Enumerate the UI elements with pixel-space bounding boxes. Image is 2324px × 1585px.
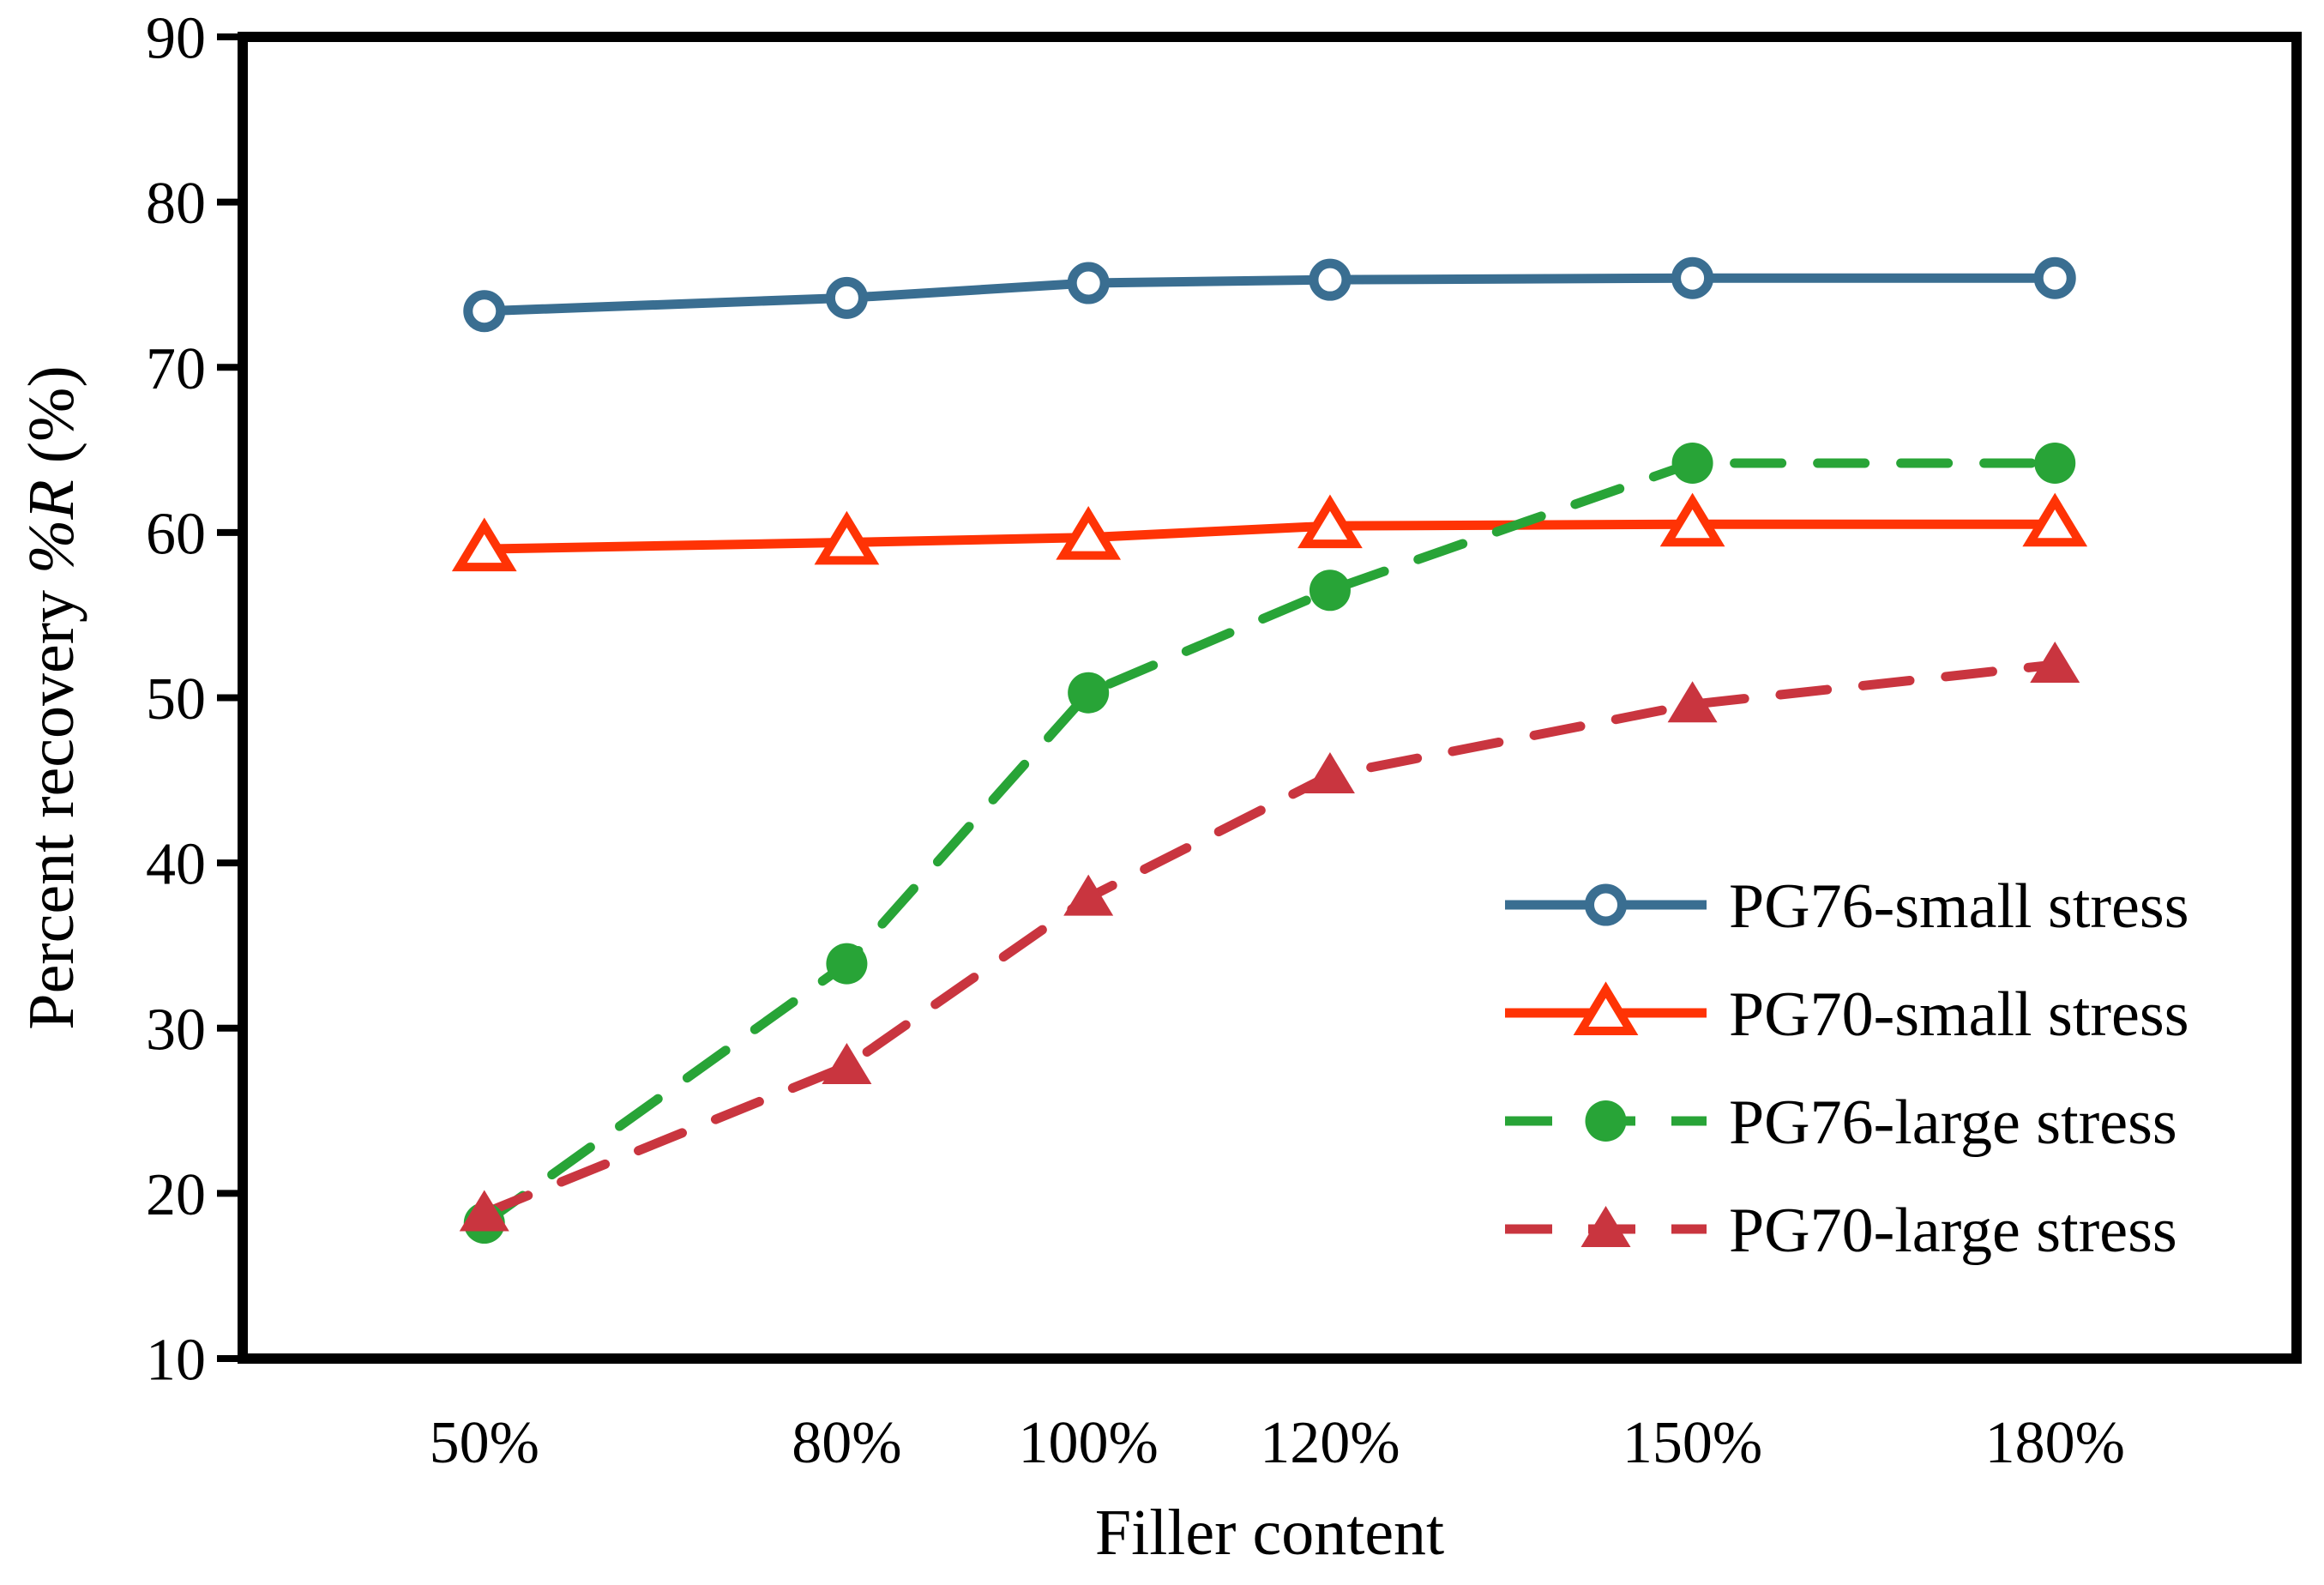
- legend-label: PG70-small stress: [1729, 979, 2189, 1050]
- data-point-marker: [1671, 256, 1714, 299]
- data-point-marker: [1063, 874, 1114, 916]
- y-axis-title-italic: %R: [15, 479, 87, 574]
- data-point-marker: [1297, 494, 1363, 549]
- data-point-marker: [2033, 256, 2076, 299]
- series-markers-pg76-small-stress: [463, 256, 2076, 333]
- data-point-marker: [459, 1190, 509, 1232]
- data-point-marker: [463, 290, 506, 333]
- data-point-marker: [1309, 570, 1351, 612]
- legend-item-pg76-large-stress: PG76-large stress: [1505, 1088, 2177, 1158]
- data-point-marker: [822, 1043, 872, 1085]
- y-tick-label: 30: [146, 997, 206, 1063]
- x-tick-label: 100%: [1019, 1410, 1159, 1476]
- series-line-pg76-large-stress: [479, 458, 2060, 1228]
- legend-label: PG76-small stress: [1729, 871, 2189, 942]
- x-tick-label: 150%: [1623, 1410, 1762, 1476]
- x-tick-label: 50%: [430, 1410, 539, 1476]
- legend-item-pg76-small-stress: PG76-small stress: [1505, 871, 2189, 942]
- series-line-pg70-small-stress: [479, 519, 2060, 554]
- data-point-marker: [1671, 442, 1713, 484]
- data-point-marker: [1659, 492, 1725, 547]
- data-point-marker: [1068, 672, 1110, 714]
- data-point-marker: [1067, 262, 1110, 304]
- x-axis: 50% 80% 100% 120% 150% 180%: [430, 1410, 2125, 1476]
- series-markers-pg70-large-stress: [459, 641, 2080, 1232]
- data-point-marker: [1580, 1206, 1631, 1247]
- y-tick-label: 80: [146, 171, 206, 237]
- data-point-marker: [2034, 442, 2076, 484]
- legend-item-pg70-small-stress: PG70-small stress: [1505, 979, 2189, 1050]
- data-point-marker: [1573, 981, 1639, 1035]
- x-tick-label: 80%: [792, 1410, 901, 1476]
- legend-label: PG76-large stress: [1729, 1088, 2177, 1158]
- y-tick-label: 40: [146, 832, 206, 898]
- data-point-marker: [2022, 492, 2088, 547]
- legend: PG76-small stress PG70-small stress PG76-l…: [1505, 871, 2189, 1266]
- x-axis-title: Filler content: [1095, 1497, 1444, 1569]
- legend-label: PG70-large stress: [1729, 1196, 2177, 1266]
- data-point-marker: [814, 510, 880, 565]
- series-line-pg76-small-stress: [479, 273, 2060, 316]
- y-axis-title-suffix: (%): [15, 365, 87, 479]
- data-point-marker: [825, 276, 868, 319]
- data-point-marker: [1309, 258, 1352, 301]
- x-tick-label: 180%: [1985, 1410, 2125, 1476]
- data-point-marker: [1667, 681, 1718, 723]
- data-point-marker: [1304, 752, 1355, 794]
- series-markers-pg70-small-stress: [451, 492, 2088, 572]
- y-tick-label: 10: [146, 1328, 206, 1394]
- data-point-marker: [2030, 641, 2080, 683]
- data-point-marker: [1585, 883, 1627, 926]
- y-axis: 90 80 70 60 50 40 30 20 10: [146, 6, 243, 1394]
- data-point-marker: [1056, 505, 1122, 560]
- y-tick-label: 90: [146, 6, 206, 72]
- data-point-marker: [1585, 1100, 1627, 1142]
- legend-item-pg70-large-stress: PG70-large stress: [1505, 1196, 2177, 1266]
- y-tick-label: 60: [146, 501, 206, 567]
- y-tick-label: 70: [146, 336, 206, 402]
- y-axis-title-prefix: Percent recovery: [15, 574, 87, 1030]
- data-point-marker: [826, 943, 868, 985]
- y-tick-label: 20: [146, 1162, 206, 1228]
- y-tick-label: 50: [146, 666, 206, 732]
- x-tick-label: 120%: [1260, 1410, 1400, 1476]
- y-axis-title: Percent recovery %R (%): [15, 365, 87, 1029]
- data-point-marker: [451, 517, 517, 572]
- plot-frame: [238, 32, 2302, 1364]
